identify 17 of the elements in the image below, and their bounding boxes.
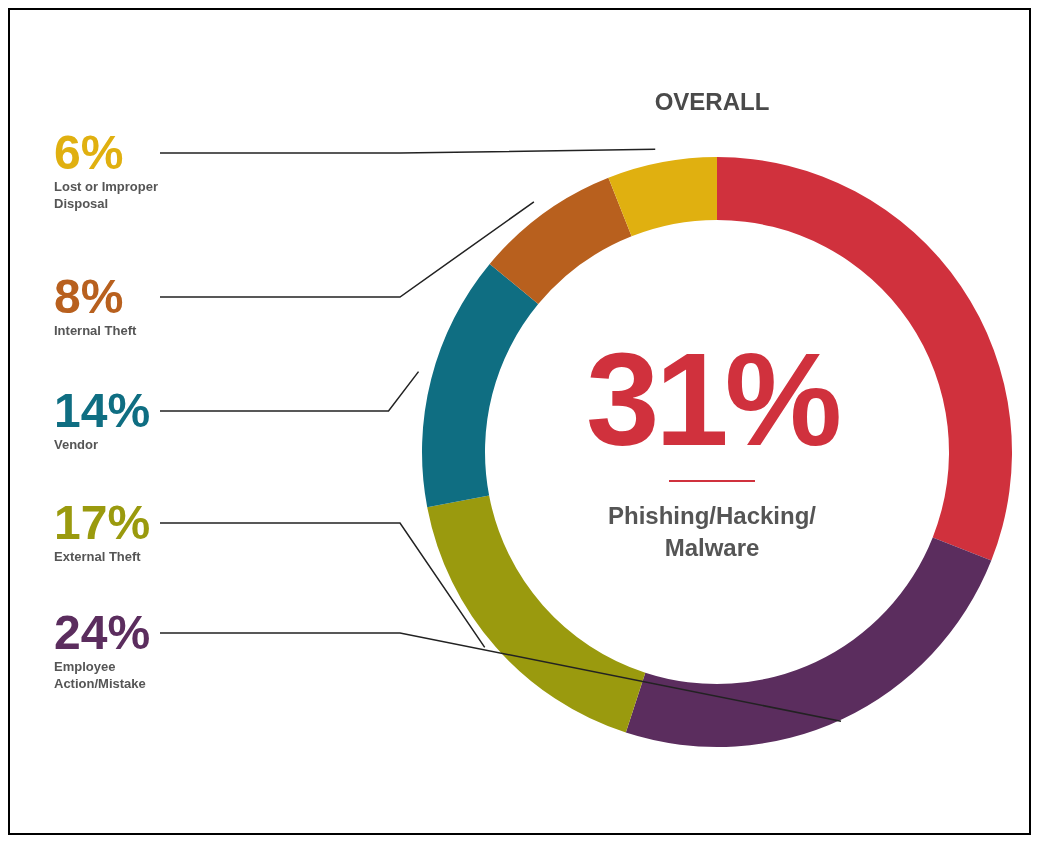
donut-slice	[608, 157, 717, 237]
slice-label: Lost or Improper Disposal	[54, 178, 159, 212]
data-label: 6%	[54, 126, 125, 179]
data-label: 31%	[584, 326, 840, 473]
chart-title: OVERALL	[653, 88, 771, 116]
slice-label: External Theft	[54, 548, 142, 565]
donut-slice	[625, 537, 992, 747]
data-label: 24%	[54, 606, 152, 659]
data-label: 14%	[54, 384, 152, 437]
slice-label: Vendor	[54, 436, 100, 453]
data-label: 17%	[54, 496, 152, 549]
legend-label: Phishing/Hacking/Malware	[607, 501, 817, 563]
slice-label: Internal Theft	[54, 322, 138, 339]
data-label: 8%	[54, 270, 125, 323]
donut-slice	[489, 177, 632, 305]
donut-slice	[422, 263, 539, 508]
slice-label: Employee Action/Mistake	[54, 658, 147, 692]
